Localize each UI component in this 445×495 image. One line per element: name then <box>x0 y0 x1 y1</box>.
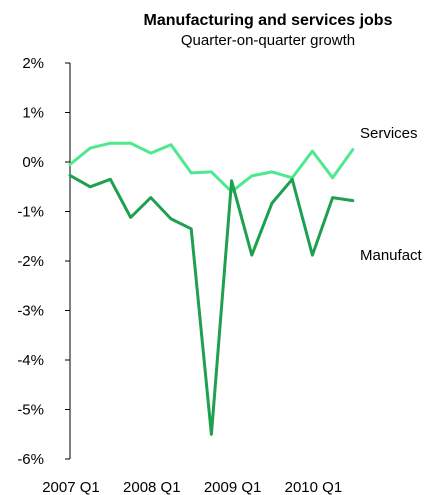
y-tick-label: -3% <box>17 303 44 320</box>
series-lines <box>68 141 355 436</box>
x-tick-label: 2008 Q1 <box>123 479 181 495</box>
y-axis-ticks: 2% 1% 0% -1% -2% -3% -4% -5% -6% <box>17 55 70 468</box>
x-tick-label: 2007 Q1 <box>42 479 100 495</box>
series-label-services: Services <box>360 125 418 142</box>
x-tick-label: 2009 Q1 <box>204 479 262 495</box>
y-tick-label: -2% <box>17 253 44 270</box>
x-tick-label: 2010 Q1 <box>285 479 343 495</box>
y-tick-label: 0% <box>22 154 44 171</box>
y-tick-label: -5% <box>17 402 44 419</box>
y-tick-label: -4% <box>17 352 44 369</box>
chart-title: Manufacturing and services jobs <box>144 12 393 29</box>
series-label-manufact: Manufact <box>360 247 423 264</box>
series-line-services <box>68 141 355 194</box>
y-tick-label: -6% <box>17 451 44 468</box>
chart-subtitle: Quarter-on-quarter growth <box>181 32 355 49</box>
x-axis-ticks: 2007 Q1 2008 Q1 2009 Q1 2010 Q1 <box>42 479 342 495</box>
y-tick-label: -1% <box>17 204 44 221</box>
series-line-manufact <box>68 173 355 436</box>
y-tick-label: 1% <box>22 105 44 122</box>
y-tick-label: 2% <box>22 55 44 72</box>
